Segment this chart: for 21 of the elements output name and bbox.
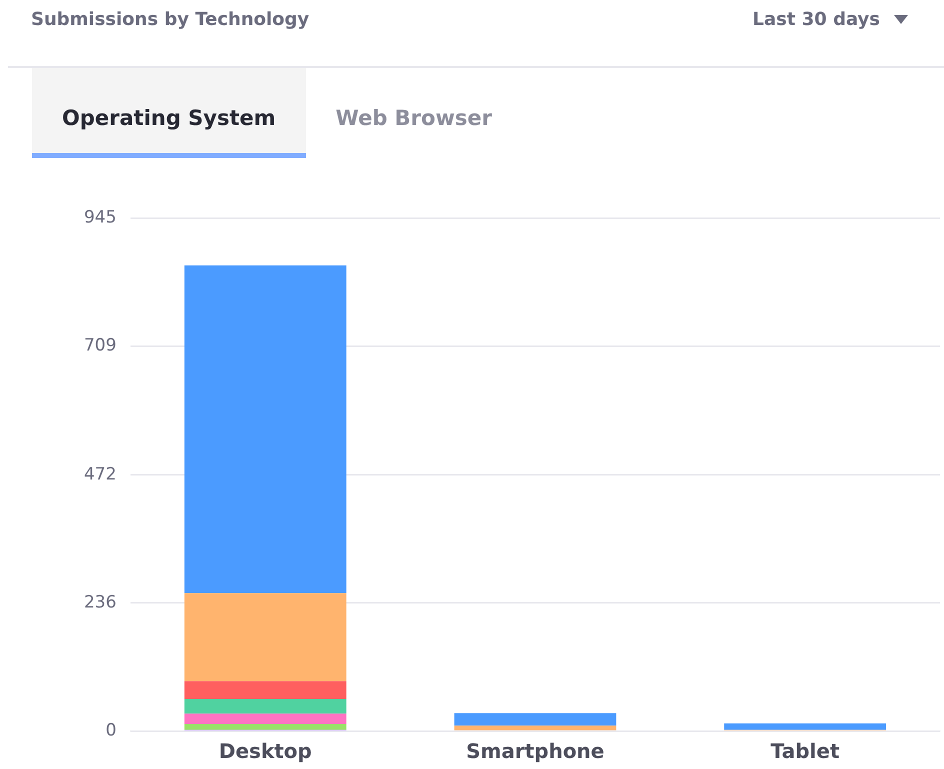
- bar: [454, 713, 616, 726]
- bar: [184, 698, 346, 714]
- bar: [184, 593, 346, 682]
- chart-title: Submissions by Technology: [31, 9, 310, 30]
- bar: [454, 726, 616, 730]
- text: Last 30 days: [752, 9, 880, 30]
- bar: [184, 265, 346, 594]
- bar: [184, 714, 346, 724]
- x-tick-label: Desktop: [218, 739, 312, 764]
- bar: [184, 724, 346, 730]
- bar: [724, 723, 886, 730]
- y-tick-label: 709: [84, 336, 116, 356]
- y-tick-label: 0: [106, 720, 116, 740]
- y-tick-label: 945: [84, 208, 116, 228]
- y-tick-label: 472: [84, 464, 116, 484]
- y-tick-label: 236: [84, 592, 116, 612]
- x-tick-label: Smartphone: [466, 739, 604, 764]
- x-tick-label: Tablet: [770, 739, 840, 764]
- bar: [184, 681, 346, 699]
- text: Operating System: [32, 68, 306, 158]
- text: Web Browser: [334, 105, 493, 132]
